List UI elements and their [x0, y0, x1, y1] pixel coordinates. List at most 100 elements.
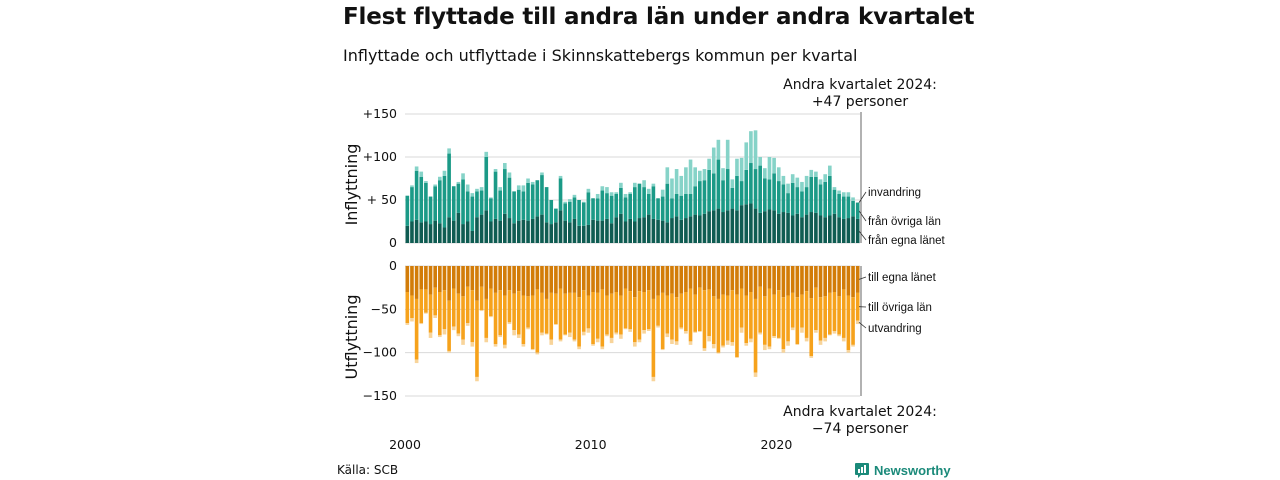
bar-out-segment: [688, 266, 693, 289]
annotation-inflow: Andra kvartalet 2024: +47 personer: [760, 77, 960, 111]
bar-in-segment: [507, 218, 512, 243]
bar-out-segment: [424, 289, 428, 313]
bar-in-segment: [563, 220, 567, 243]
y-axis-title-out: Utflyttning: [342, 295, 361, 380]
bar-out-segment: [405, 323, 410, 325]
bar-out-segment: [600, 289, 605, 347]
bar-out-segment: [684, 266, 688, 292]
bar-in-segment: [577, 225, 581, 243]
bar-in-segment: [809, 212, 814, 243]
bar-in-segment: [744, 204, 749, 243]
bar-in-segment: [512, 223, 516, 243]
bar-out-segment: [628, 329, 632, 332]
legend-leader-out: [858, 276, 867, 280]
bar-in-segment: [753, 208, 758, 243]
bar-in-segment: [693, 186, 697, 215]
bar-in-segment: [837, 190, 841, 194]
bar-in-segment: [670, 198, 674, 219]
legend-label-out: utvandring: [868, 323, 922, 335]
bar-out-segment: [424, 312, 428, 314]
bar-in-segment: [554, 208, 558, 223]
bar-in-segment: [414, 219, 419, 243]
bar-in-segment: [828, 165, 832, 176]
bar-out-segment: [484, 298, 489, 338]
bar-in-segment: [735, 210, 739, 243]
bar-out-segment: [609, 293, 614, 338]
bar-out-segment: [744, 343, 749, 346]
bar-out-segment: [410, 318, 414, 322]
bar-in-segment: [628, 192, 632, 194]
bar-in-segment: [498, 187, 502, 191]
bar-out-segment: [451, 266, 456, 289]
bar-out-segment: [776, 266, 781, 291]
bar-in-segment: [470, 193, 475, 197]
bar-out-segment: [512, 293, 516, 331]
bar-in-segment: [698, 181, 702, 216]
bar-out-segment: [739, 266, 744, 289]
bar-out-segment: [674, 341, 679, 345]
bar-in-segment: [763, 178, 767, 212]
bar-in-segment: [577, 200, 581, 226]
bar-in-segment: [637, 218, 642, 243]
bar-out-segment: [493, 344, 498, 347]
bar-in-segment: [637, 183, 642, 219]
bar-in-segment: [433, 220, 437, 243]
bar-in-segment: [800, 191, 804, 218]
bar-out-segment: [711, 266, 716, 297]
bar-in-segment: [767, 209, 772, 243]
bar-in-segment: [735, 175, 739, 211]
bar-in-segment: [716, 159, 721, 209]
bar-in-segment: [660, 196, 665, 221]
bar-in-segment: [438, 180, 442, 224]
bar-out-segment: [535, 289, 540, 353]
bar-out-segment: [758, 286, 762, 333]
bar-out-segment: [749, 266, 753, 292]
bar-out-segment: [563, 293, 567, 335]
bar-out-segment: [572, 266, 577, 293]
bar-in-segment: [781, 184, 786, 213]
bar-in-segment: [646, 193, 651, 215]
bar-in-segment: [530, 218, 535, 243]
bar-out-segment: [851, 266, 855, 298]
bar-in-segment: [600, 220, 605, 243]
bar-out-segment: [442, 290, 447, 330]
bar-out-segment: [433, 315, 437, 318]
bar-out-segment: [772, 336, 776, 338]
bar-in-segment: [493, 218, 498, 243]
bar-out-segment: [456, 333, 461, 337]
bar-out-segment: [465, 286, 470, 324]
bar-in-segment: [447, 153, 451, 218]
bar-in-segment: [563, 203, 567, 221]
bar-out-segment: [804, 266, 809, 292]
bar-in-segment: [855, 202, 860, 219]
bar-in-segment: [428, 196, 433, 225]
bar-in-segment: [646, 188, 651, 194]
bar-out-segment: [428, 294, 433, 333]
bar-out-segment: [493, 266, 498, 293]
bar-out-segment: [572, 292, 577, 340]
bar-in-segment: [498, 190, 502, 221]
bar-out-segment: [628, 291, 632, 330]
bar-in-segment: [725, 139, 730, 170]
bar-out-segment: [721, 266, 725, 295]
bar-out-segment: [809, 298, 814, 357]
bar-in-segment: [479, 187, 484, 191]
bar-in-segment: [749, 203, 753, 243]
bar-out-segment: [790, 266, 795, 293]
bar-in-segment: [600, 186, 605, 191]
bar-out-segment: [711, 296, 716, 344]
bar-out-segment: [475, 376, 479, 382]
bar-out-segment: [414, 266, 419, 299]
bar-out-segment: [619, 266, 623, 296]
bar-in-segment: [763, 168, 767, 179]
bar-in-segment: [739, 157, 744, 182]
bar-out-segment: [744, 295, 749, 344]
bar-out-segment: [716, 352, 721, 354]
bar-in-segment: [651, 183, 656, 187]
bar-out-segment: [428, 332, 433, 338]
bar-out-segment: [730, 266, 735, 291]
bar-out-segment: [549, 339, 554, 345]
bar-out-segment: [591, 266, 595, 292]
bar-in-segment: [456, 183, 461, 213]
bar-in-segment: [414, 170, 419, 220]
